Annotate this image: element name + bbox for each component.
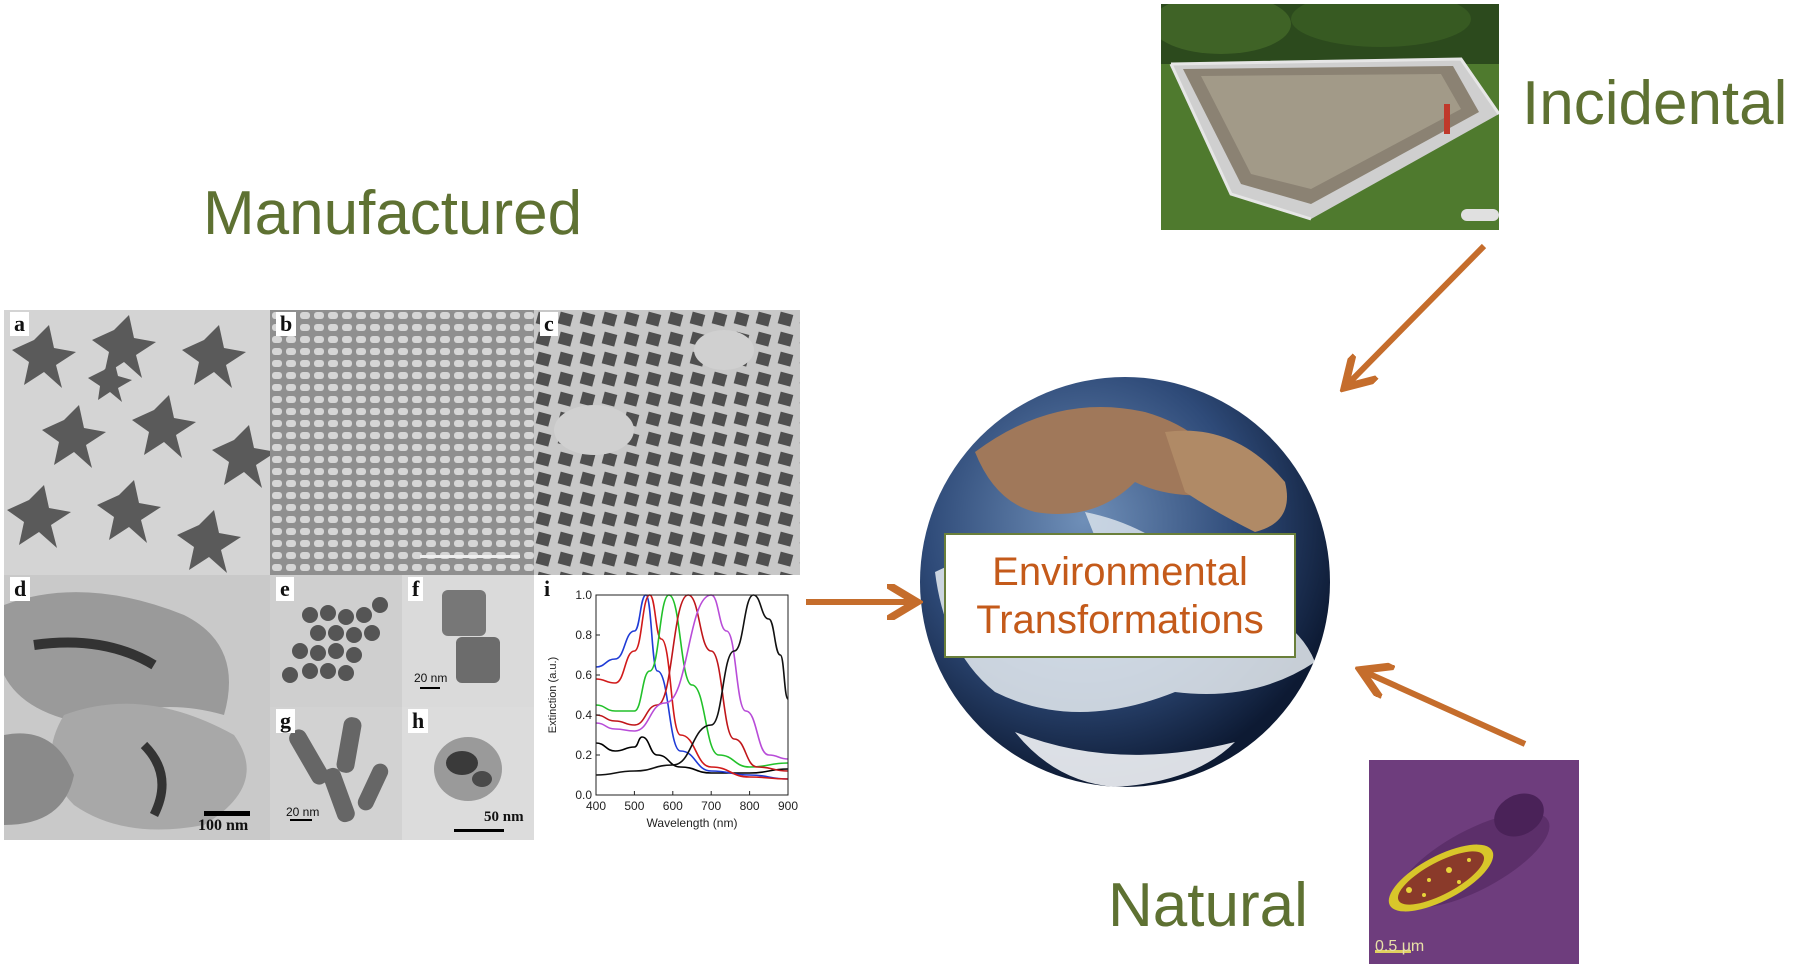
panel-a: a bbox=[4, 310, 270, 575]
extinction-chart: 400 500 600 700 800 900 0.0 0.2 0.4 0.6 0.8 1.0 Wav… bbox=[547, 588, 798, 830]
tem-composite: a b c bbox=[4, 310, 800, 840]
chart-ytick-label: 1.0 bbox=[575, 588, 592, 602]
panel-letter-h: h bbox=[408, 709, 429, 733]
scale-bar-natural: 0.5 μm bbox=[1375, 938, 1425, 955]
panel-e: e bbox=[270, 575, 402, 707]
center-text-line2: Transformations bbox=[976, 597, 1264, 642]
manufactured-label: Manufactured bbox=[203, 179, 583, 248]
panel-d: d 100 nm bbox=[4, 575, 270, 840]
panel-letter-i: i bbox=[540, 577, 555, 601]
scale-bar-f: 20 nm bbox=[414, 671, 448, 685]
chart-xlabel: Wavelength (nm) bbox=[647, 816, 738, 830]
panel-letter-a: a bbox=[10, 312, 29, 336]
single-nanoparticle-image bbox=[402, 707, 534, 840]
chart-ytick-label: 0.6 bbox=[575, 668, 592, 682]
panel-letter-d: d bbox=[10, 577, 31, 601]
center-text-line1: Environmental bbox=[992, 549, 1248, 594]
environmental-transformations-box: Environmental Transformations bbox=[944, 533, 1296, 658]
chart-series-line-3 bbox=[595, 594, 789, 780]
chart-series-line-1 bbox=[595, 736, 789, 774]
panel-c: c bbox=[534, 310, 800, 575]
chart-xtick-label: 400 bbox=[586, 799, 606, 813]
panel-g: g 20 nm bbox=[270, 707, 402, 840]
incidental-label: Incidental bbox=[1522, 69, 1788, 138]
panel-i: 400 500 600 700 800 900 0.0 0.2 0.4 0.6 0.8 1.0 Wav… bbox=[534, 575, 800, 840]
nanorod-array-image bbox=[270, 310, 534, 575]
arrow-from-incidental bbox=[1348, 243, 1487, 384]
panel-letter-b: b bbox=[276, 312, 297, 336]
scale-bar-g: 20 nm bbox=[286, 805, 320, 819]
panel-h: h 50 nm bbox=[402, 707, 534, 840]
chart-series-line-2 bbox=[595, 594, 789, 780]
chart-series-line-4 bbox=[595, 594, 789, 768]
star-particles-image bbox=[4, 310, 270, 575]
panel-letter-c: c bbox=[540, 312, 558, 336]
panel-letter-g: g bbox=[276, 709, 295, 733]
chart-ylabel: Extinction (a.u.) bbox=[547, 657, 559, 733]
panel-b: b bbox=[270, 310, 534, 575]
chart-ytick-label: 0.4 bbox=[575, 708, 592, 722]
nanocube-image bbox=[534, 310, 800, 575]
nanoplate-image bbox=[4, 575, 270, 840]
chart-series-line-7 bbox=[595, 594, 789, 776]
chart-series-line-6 bbox=[595, 594, 789, 760]
chart-ytick-label: 0.8 bbox=[575, 628, 592, 642]
dimer-image bbox=[402, 575, 534, 707]
chart-ytick-label: 0.0 bbox=[575, 788, 592, 802]
natural-label: Natural bbox=[1108, 871, 1308, 940]
bacterium-micrograph: 0.5 μm bbox=[1369, 760, 1579, 964]
chart-xtick-label: 900 bbox=[778, 799, 798, 813]
chart-xtick-label: 800 bbox=[740, 799, 760, 813]
chart-xtick-label: 600 bbox=[663, 799, 683, 813]
chart-ytick-label: 0.2 bbox=[575, 748, 592, 762]
arrow-from-natural bbox=[1365, 672, 1527, 747]
panel-letter-f: f bbox=[408, 577, 424, 601]
scale-bar-d: 100 nm bbox=[198, 817, 249, 834]
wastewater-basin-photo bbox=[1161, 4, 1499, 230]
chart-xtick-label: 700 bbox=[701, 799, 721, 813]
chart-xtick-label: 500 bbox=[624, 799, 644, 813]
panel-letter-e: e bbox=[276, 577, 294, 601]
panel-f: f 20 nm bbox=[402, 575, 534, 707]
scale-bar-h: 50 nm bbox=[484, 809, 524, 825]
